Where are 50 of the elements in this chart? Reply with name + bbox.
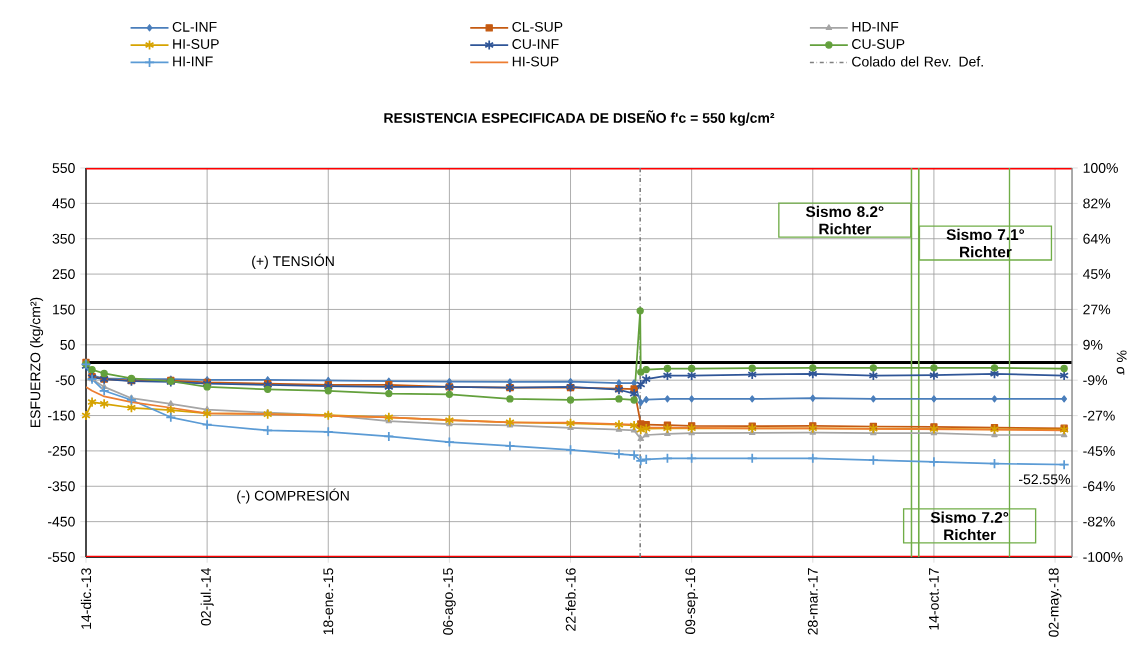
y2-tick-label: -82% xyxy=(1083,516,1115,527)
y-tick-label: 250 xyxy=(52,269,75,280)
y-tick-label: 150 xyxy=(53,304,75,315)
legend-label: HI-SUP xyxy=(512,56,559,67)
x-tick-label: 18-ene.-15 xyxy=(323,568,334,635)
y2-tick-label: -27% xyxy=(1083,410,1115,421)
x-tick-label: 14-oct.-17 xyxy=(929,568,939,630)
ref-line-label: Sismo 8.2° Richter xyxy=(805,205,884,235)
annotation: -52.55% xyxy=(1019,474,1071,485)
legend-label: CL-SUP xyxy=(512,21,563,32)
y-tick-label: 550 xyxy=(52,163,75,173)
legend-label: HI-INF xyxy=(173,56,213,67)
y2-tick-label: 64% xyxy=(1083,233,1111,244)
y-axis-title: ESFUERZO (kg/cm²) xyxy=(30,297,44,428)
chart-title: RESISTENCIA ESPECIFICADA DE DISEÑO f'c = 550 kg/cm² xyxy=(384,110,775,126)
y-tick-label: 350 xyxy=(52,233,75,244)
x-tick-label: 22-feb.-16 xyxy=(565,568,576,631)
y2-tick-label: 82% xyxy=(1083,198,1111,209)
x-tick-label: 02-may.-18 xyxy=(1048,568,1062,637)
legend-label: HI-SUP xyxy=(173,39,219,50)
x-tick-label: 02-jul.-14 xyxy=(200,568,214,626)
x-tick-label: 09-sep.-16 xyxy=(685,568,698,635)
x-tick-label: 14-dic.-13 xyxy=(80,568,92,629)
legend-label: HD-INF xyxy=(852,21,899,32)
y-tick-label: 450 xyxy=(52,198,75,209)
y-tick-label: -350 xyxy=(47,481,75,492)
annotation: (+) TENSIÓN xyxy=(252,253,334,269)
legend-label: CU-INF xyxy=(512,39,559,50)
y2-tick-label: 100% xyxy=(1083,163,1118,173)
x-tick-label: 28-mar.-17 xyxy=(807,568,818,635)
legend-label: Colado del Rev. Def. xyxy=(852,56,983,67)
y-tick-label: -50 xyxy=(55,375,75,386)
y-tick-label: -550 xyxy=(47,552,75,562)
y2-tick-label: 9% xyxy=(1083,339,1103,350)
y-tick-label: -250 xyxy=(47,445,75,456)
y2-tick-label: 27% xyxy=(1083,304,1111,315)
y2-tick-label: -64% xyxy=(1083,481,1115,492)
legend-label: CU-SUP xyxy=(852,39,905,50)
y2-tick-label: -9% xyxy=(1083,375,1108,386)
x-tick-label: 06-ago.-15 xyxy=(443,568,456,635)
legend-label: CL-INF xyxy=(172,21,217,32)
annotation: (-) COMPRESIÓN xyxy=(237,488,349,504)
y2-tick-label: -45% xyxy=(1083,446,1115,456)
y-tick-label: -150 xyxy=(47,410,75,421)
y-tick-label: -450 xyxy=(47,516,75,527)
ref-line-label: Sismo 7.2° Richter xyxy=(930,511,1009,541)
y-tick-label: 50 xyxy=(60,339,75,350)
y2-tick-label: -100% xyxy=(1083,552,1123,562)
y2-tick-label: 45% xyxy=(1082,269,1111,279)
y2-axis-title: % σ xyxy=(1116,350,1127,375)
